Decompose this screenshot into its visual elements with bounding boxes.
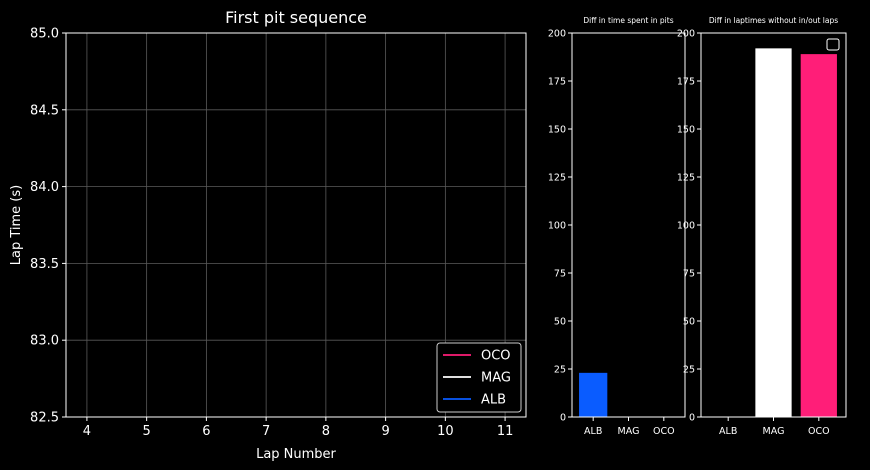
y-tick-label: 83.5 xyxy=(30,257,59,272)
y-tick-label: 125 xyxy=(548,173,566,184)
y-tick-label: 84.5 xyxy=(30,103,59,118)
bar-alb xyxy=(579,372,608,417)
y-tick-label: 175 xyxy=(677,77,695,88)
bars xyxy=(579,372,608,417)
y-tick-label: 125 xyxy=(677,173,695,184)
y-tick-label: 200 xyxy=(677,29,695,40)
x-tick-label: 11 xyxy=(497,424,514,439)
legend-box xyxy=(436,342,522,413)
y-tick-label: 75 xyxy=(554,269,566,280)
y-tick-label: 84.0 xyxy=(30,180,59,195)
bars xyxy=(755,48,837,418)
x-ticks: 4 5 6 7 8 9 10 11 xyxy=(83,417,514,439)
x-tick-label: MAG xyxy=(763,426,785,437)
plot-frame xyxy=(700,32,847,418)
bar-mag xyxy=(755,48,792,418)
legend: OCO MAG ALB xyxy=(436,342,522,413)
y-tick-label: 75 xyxy=(683,269,695,280)
x-tick-label: ALB xyxy=(584,426,602,437)
x-tick-label: OCO xyxy=(653,426,675,437)
x-tick-label: 4 xyxy=(83,424,91,439)
x-tick-label: 10 xyxy=(437,424,454,439)
chart-title: Diff in time spent in pits xyxy=(583,16,673,25)
y-tick-label: 82.5 xyxy=(30,411,59,426)
chart-title: Diff in laptimes without in/out laps xyxy=(709,16,838,25)
x-ticks: ALB MAG OCO xyxy=(584,417,675,437)
x-tick-label: 5 xyxy=(143,424,151,439)
x-tick-label: OCO xyxy=(808,426,830,437)
y-tick-label: 25 xyxy=(683,365,695,376)
pit-time-bar-chart: 0 25 50 75 100 125 150 175 200 ALB MAG OCO Diff in… xyxy=(548,16,686,437)
x-tick-label: 8 xyxy=(322,424,330,439)
plot-frame xyxy=(571,32,686,418)
legend-label: ALB xyxy=(481,393,506,408)
y-tick-label: 50 xyxy=(683,317,695,328)
y-tick-label: 50 xyxy=(554,317,566,328)
y-axis-label: Lap Time (s) xyxy=(9,185,24,265)
y-tick-label: 0 xyxy=(689,413,695,424)
y-tick-label: 100 xyxy=(677,221,695,232)
y-ticks: 82.5 83.0 83.5 84.0 84.5 85.0 xyxy=(30,27,66,426)
y-tick-label: 175 xyxy=(548,77,566,88)
x-tick-label: MAG xyxy=(618,426,640,437)
laptime-bar-chart: 0 25 50 75 100 125 150 175 200 ALB MAG OCO Diff in… xyxy=(677,16,847,437)
x-tick-label: ALB xyxy=(719,426,737,437)
y-tick-label: 200 xyxy=(548,29,566,40)
y-ticks: 0 25 50 75 100 125 150 175 200 xyxy=(677,29,701,424)
legend-label: OCO xyxy=(481,349,511,364)
empty-legend xyxy=(826,38,840,51)
legend-label: MAG xyxy=(481,371,511,386)
y-tick-label: 150 xyxy=(677,125,695,136)
y-ticks: 0 25 50 75 100 125 150 175 200 xyxy=(548,29,572,424)
x-axis-label: Lap Number xyxy=(256,447,336,462)
y-tick-label: 25 xyxy=(554,365,566,376)
y-tick-label: 83.0 xyxy=(30,334,59,349)
y-tick-label: 0 xyxy=(560,413,566,424)
x-tick-label: 7 xyxy=(262,424,270,439)
y-tick-label: 85.0 xyxy=(30,27,59,42)
x-tick-label: 9 xyxy=(381,424,389,439)
x-tick-label: 6 xyxy=(202,424,210,439)
chart-title: First pit sequence xyxy=(225,8,367,27)
bar-oco xyxy=(800,54,837,418)
lap-time-chart: 4 5 6 7 8 9 10 11 82.5 83.0 83.5 84.0 84.5 85.0 Firs… xyxy=(9,8,527,462)
y-tick-label: 100 xyxy=(548,221,566,232)
plot-frame xyxy=(65,32,527,418)
y-tick-label: 150 xyxy=(548,125,566,136)
x-ticks: ALB MAG OCO xyxy=(719,417,830,437)
